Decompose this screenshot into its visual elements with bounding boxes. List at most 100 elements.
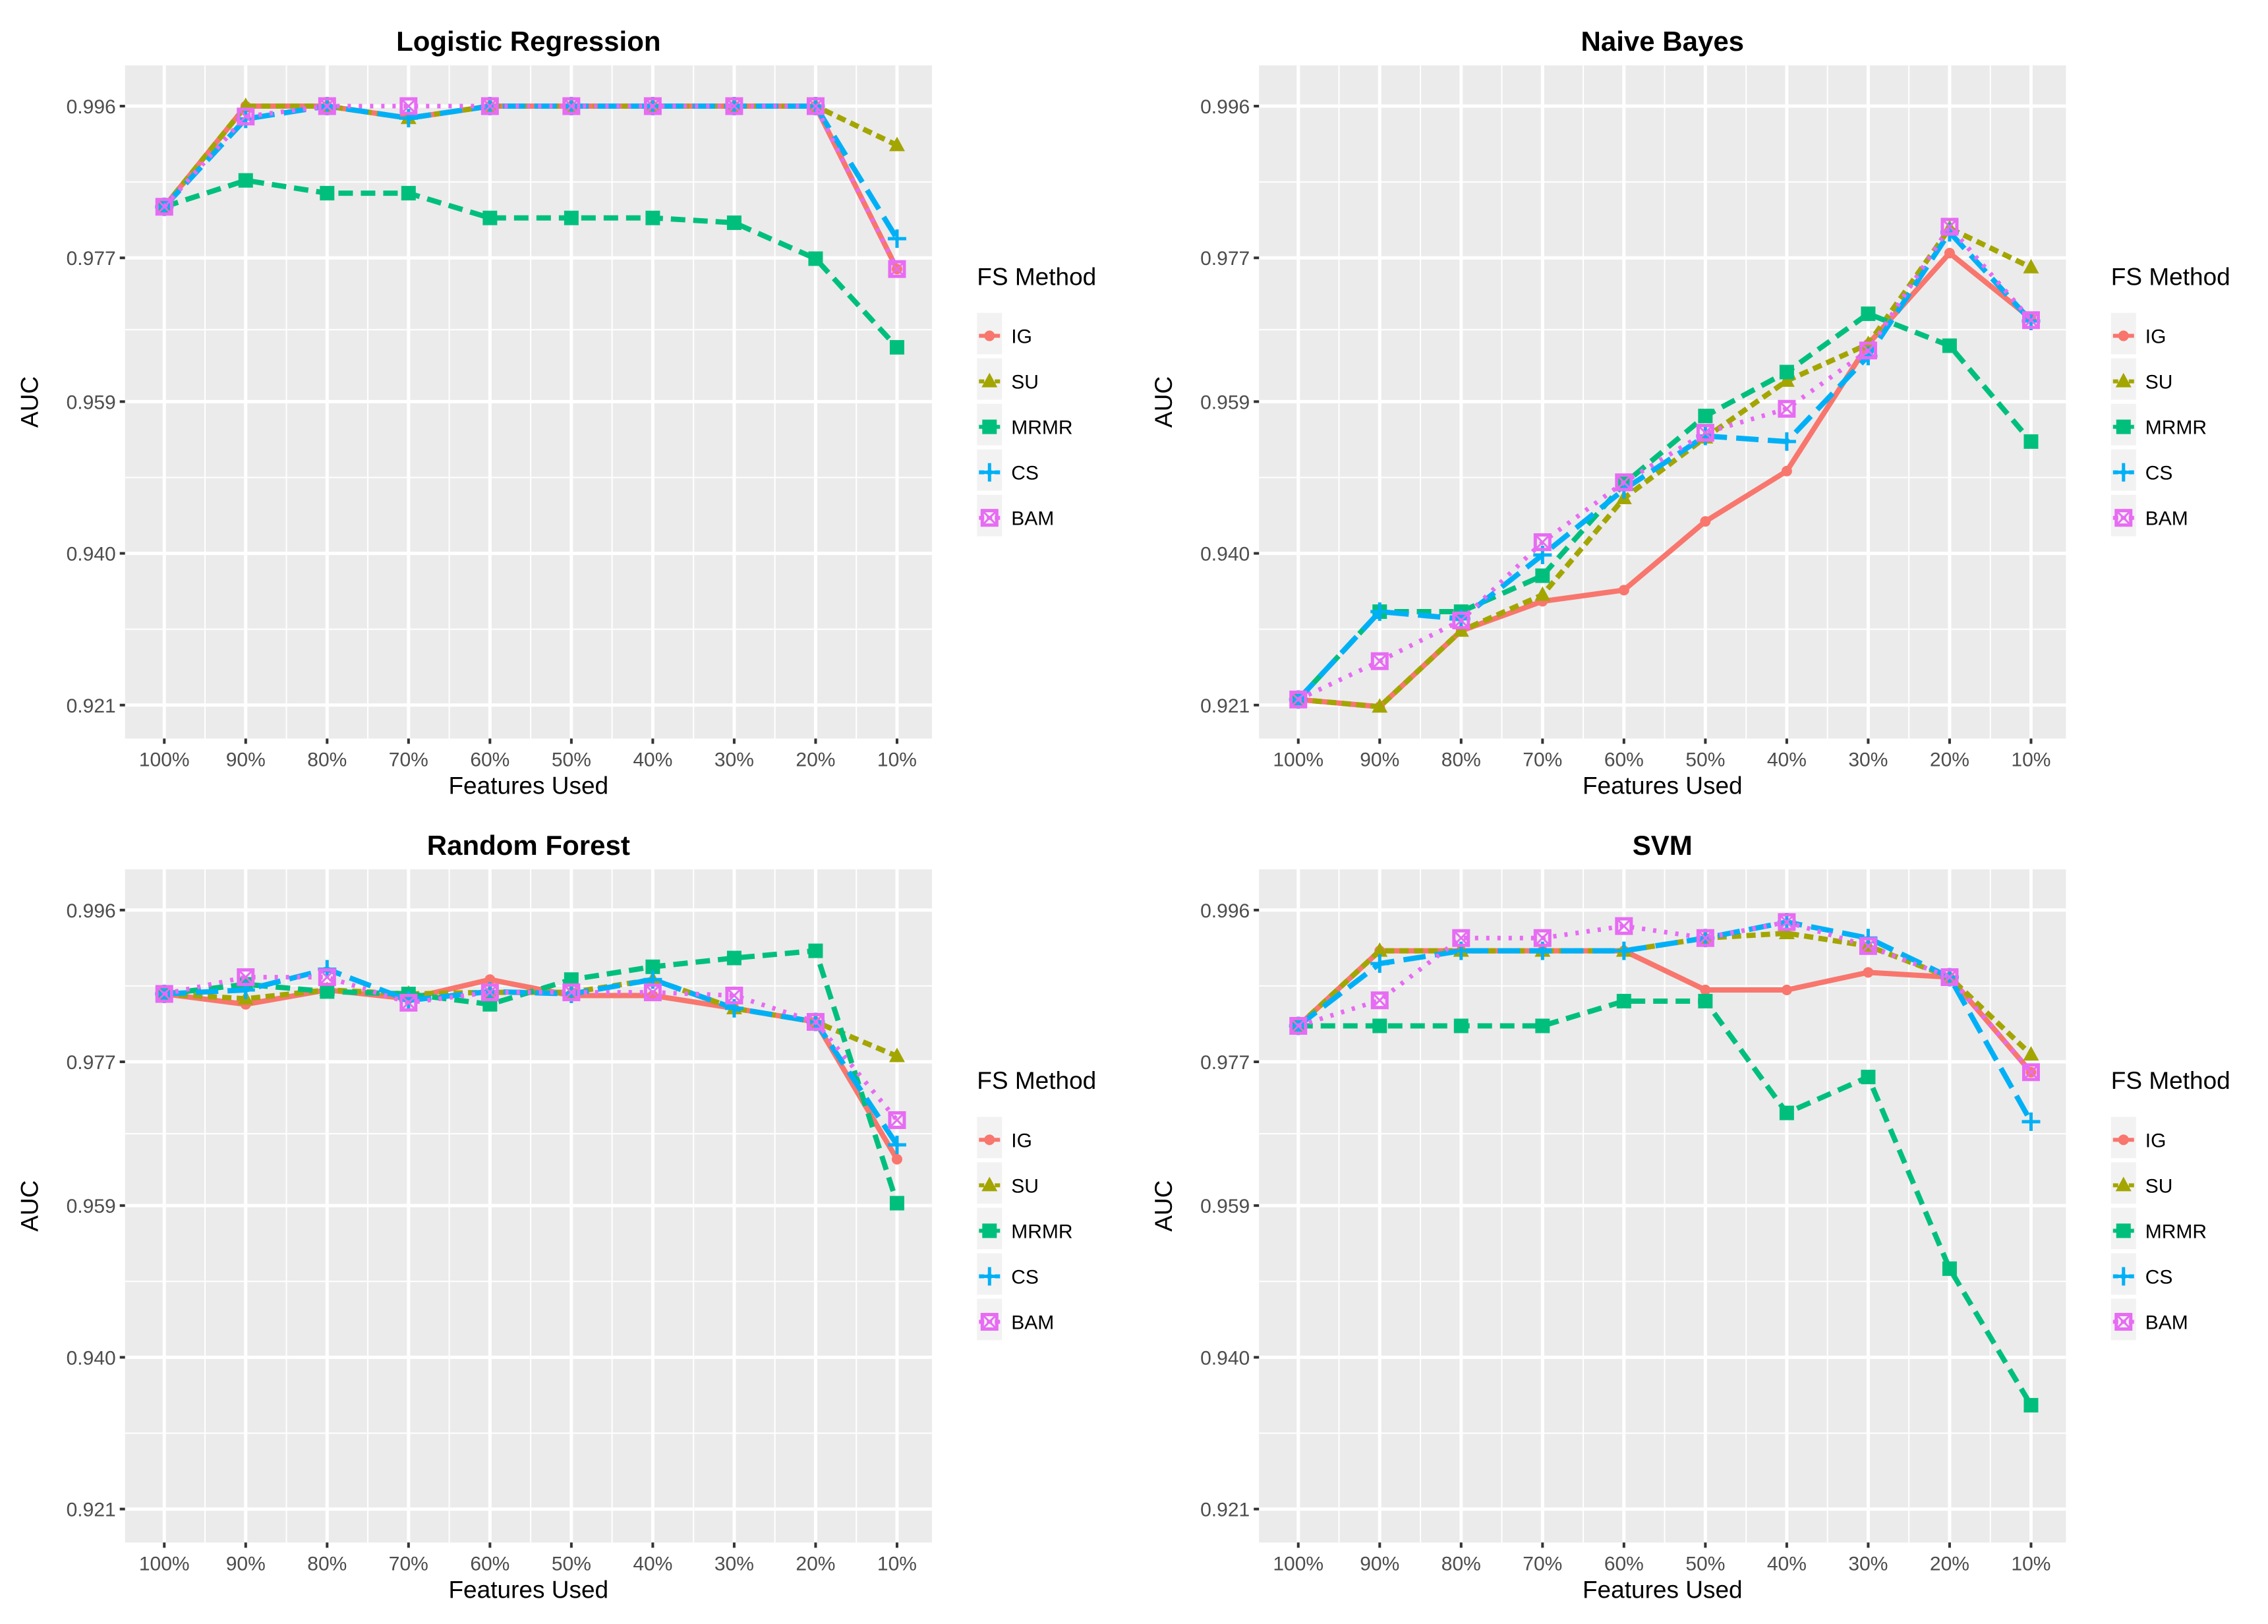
x-tick-label: 50% [552, 1553, 591, 1575]
legend-label: SU [1011, 372, 1039, 393]
y-tick-label: 0.959 [67, 392, 116, 413]
point-circle [1700, 984, 1711, 995]
legend: FS Method IG SU MRMR CS BAM [2110, 263, 2230, 536]
legend-item-su: SU [2110, 1162, 2172, 1204]
series-bam [155, 968, 906, 1129]
point-square-x [399, 993, 418, 1012]
point-square [1698, 993, 1713, 1008]
point-plus [1777, 432, 1796, 451]
x-tick-label: 60% [1604, 1553, 1644, 1575]
series-line-mrmr [1296, 311, 2033, 702]
point-triangle [1372, 942, 1388, 957]
point-square-x-cross [482, 98, 498, 115]
point-square-x-cross [319, 98, 335, 115]
legend-item-bam: BAM [2110, 494, 2188, 536]
point-square-x [1940, 968, 1959, 987]
legend-label: BAM [1011, 1312, 1054, 1333]
x-tick-label: 40% [633, 1553, 672, 1575]
point-square-x [1778, 399, 1796, 418]
x-tick-label: 100% [139, 749, 190, 771]
point-square-x [318, 968, 336, 987]
point-square-x-cross [1615, 917, 1632, 935]
y-tick-label: 0.959 [1200, 392, 1250, 413]
point-circle [984, 330, 995, 341]
point-triangle [2023, 258, 2039, 274]
point-square-x-cross [563, 984, 579, 1000]
point-square [320, 984, 335, 999]
point-square-x-cross [645, 984, 661, 1000]
point-circle [2118, 330, 2129, 341]
series-line-cs [1296, 919, 2033, 1123]
point-square [982, 419, 997, 434]
y-tick-label: 0.996 [1200, 96, 1250, 118]
point-square [1942, 338, 1957, 353]
point-square [1535, 568, 1550, 583]
point-square-x [1370, 652, 1389, 670]
point-square-x [562, 97, 581, 115]
point-square-x [318, 97, 336, 115]
x-tick-label: 20% [796, 749, 835, 771]
x-tick-label: 60% [470, 749, 509, 771]
point-square-x-cross [1290, 1018, 1306, 1034]
point-square-x-cross [2023, 1064, 2039, 1080]
x-tick-label: 90% [226, 1553, 266, 1575]
legend-title: FS Method [977, 263, 1096, 290]
x-tick-label: 40% [1767, 749, 1807, 771]
point-square-x [1289, 1017, 1308, 1035]
x-tick-label: 100% [139, 1553, 190, 1575]
point-square [2023, 1398, 2039, 1413]
legend-label: IG [1011, 1130, 1032, 1151]
y-tick-label: 0.921 [67, 695, 116, 717]
point-triangle [888, 136, 905, 152]
point-square-x-cross [1778, 914, 1795, 931]
point-square-x-cross [1615, 474, 1632, 490]
point-square-x-cross [1860, 938, 1876, 954]
point-square-x-cross [726, 98, 742, 115]
point-square [808, 251, 823, 266]
point-square [564, 210, 579, 225]
y-tick-label: 0.940 [1200, 544, 1250, 566]
point-square [2116, 1223, 2131, 1238]
point-triangle [1778, 924, 1795, 939]
x-tick-label: 70% [1523, 749, 1562, 771]
point-square-x-cross [1372, 992, 1388, 1008]
x-tick-label: 20% [796, 1553, 835, 1575]
y-tick-label: 0.921 [1200, 1499, 1250, 1521]
point-plus [887, 1136, 906, 1155]
point-triangle [981, 372, 998, 388]
point-square-x [1533, 533, 1552, 552]
series-bam [1289, 913, 2040, 1082]
point-square-x-cross [1860, 342, 1876, 359]
point-square-x-cross [888, 261, 906, 277]
point-square [238, 173, 253, 188]
legend-item-mrmr: MRMR [2110, 1207, 2207, 1250]
point-square [1535, 1018, 1550, 1033]
point-circle [1944, 247, 1955, 258]
point-square-x [1696, 929, 1714, 947]
point-square-x [155, 198, 173, 216]
point-triangle [981, 1176, 998, 1192]
point-square-x [562, 983, 581, 1002]
point-square-x-cross [1453, 930, 1469, 946]
point-square [645, 959, 660, 974]
point-square-x [643, 983, 662, 1002]
point-square-x [237, 107, 255, 126]
point-square-x-cross [1534, 534, 1551, 550]
legend-label: IG [1011, 326, 1032, 348]
point-square-x-cross [2115, 1314, 2132, 1330]
legend-label: IG [2145, 1130, 2166, 1151]
point-square-x [1452, 929, 1470, 947]
x-tick-label: 10% [2011, 1553, 2050, 1575]
point-plus [2114, 1267, 2133, 1286]
x-tick-label: 50% [1685, 749, 1725, 771]
series-bam [155, 97, 906, 278]
x-tick-label: 60% [1604, 749, 1644, 771]
y-tick-label: 0.977 [1200, 248, 1250, 270]
x-tick-label: 90% [226, 749, 266, 771]
legend-label: MRMR [2145, 417, 2207, 439]
x-tick-label: 30% [714, 1553, 754, 1575]
point-triangle [888, 1047, 905, 1062]
point-circle [1781, 984, 1792, 995]
